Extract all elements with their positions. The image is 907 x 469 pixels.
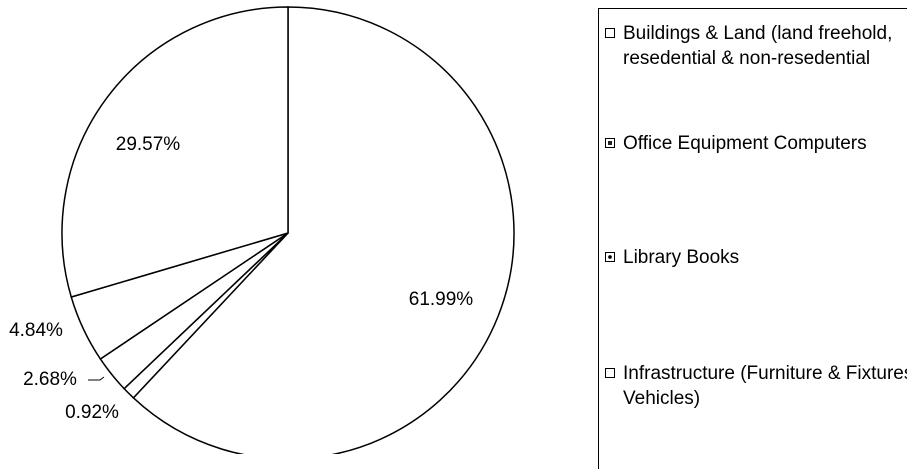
data-label: 2.68% <box>23 369 77 390</box>
data-label: 0.92% <box>65 402 119 423</box>
legend-label: Office Equipment Computers <box>623 133 867 154</box>
legend-label: Infrastructure (Furniture & Fixtures, Ve… <box>623 363 907 409</box>
legend-item: Library Books <box>605 245 907 270</box>
legend-label: Library Books <box>623 247 740 268</box>
legend-item: Infrastructure (Furniture & Fixtures, Ve… <box>605 361 907 411</box>
data-label: 29.57% <box>116 134 181 155</box>
page: 61.99% 0.92% 2.68% 4.84% 29.57% Buildings & … <box>9 6 907 469</box>
pie-slice <box>132 6 515 454</box>
legend-label: Buildings & Land (land freehold, reseden… <box>623 23 893 69</box>
pie-slice <box>61 6 289 298</box>
data-label: 61.99% <box>409 289 474 310</box>
legend-marker <box>605 28 615 38</box>
legend-marker <box>605 252 615 262</box>
leader-line <box>88 376 105 381</box>
legend: Buildings & Land (land freehold, reseden… <box>598 8 907 469</box>
legend-marker <box>605 368 615 378</box>
chart: 61.99% 0.92% 2.68% 4.84% 29.57% <box>9 6 515 454</box>
data-label: 4.84% <box>9 320 63 341</box>
legend-item: Office Equipment Computers <box>605 131 907 156</box>
legend-item: Buildings & Land (land freehold, reseden… <box>605 21 907 71</box>
legend-marker <box>605 138 615 148</box>
